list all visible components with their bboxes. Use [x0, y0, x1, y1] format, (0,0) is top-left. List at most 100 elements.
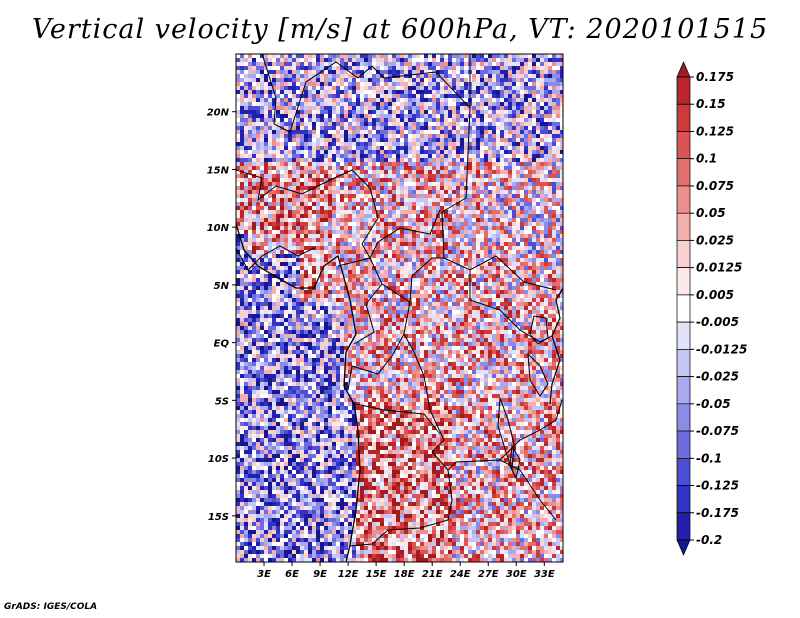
field-cell	[472, 186, 477, 191]
field-cell	[444, 70, 449, 75]
field-cell	[352, 146, 357, 151]
field-cell	[336, 234, 341, 239]
field-cell	[324, 206, 329, 211]
field-cell	[332, 126, 337, 131]
field-cell	[388, 146, 393, 151]
field-cell	[396, 190, 401, 195]
field-cell	[464, 290, 469, 295]
field-cell	[452, 290, 457, 295]
field-cell	[392, 202, 397, 207]
field-cell	[496, 290, 501, 295]
field-cell	[520, 142, 525, 147]
field-cell	[416, 114, 421, 119]
field-cell	[304, 242, 309, 247]
field-cell	[284, 294, 289, 299]
field-cell	[436, 290, 441, 295]
field-cell	[400, 190, 405, 195]
field-cell	[408, 146, 413, 151]
field-cell	[504, 270, 509, 275]
field-cell	[520, 58, 525, 63]
field-cell	[428, 166, 433, 171]
field-cell	[260, 182, 265, 187]
field-cell	[304, 90, 309, 95]
field-cell	[432, 226, 437, 231]
field-cell	[540, 186, 545, 191]
field-cell	[420, 222, 425, 227]
field-cell	[540, 94, 545, 99]
field-cell	[444, 174, 449, 179]
field-cell	[388, 250, 393, 255]
field-cell	[276, 90, 281, 95]
field-cell	[396, 130, 401, 135]
field-cell	[528, 170, 533, 175]
field-cell	[396, 162, 401, 167]
field-cell	[312, 174, 317, 179]
field-cell	[296, 70, 301, 75]
field-cell	[276, 122, 281, 127]
field-cell	[292, 242, 297, 247]
field-cell	[284, 54, 289, 59]
field-cell	[404, 142, 409, 147]
field-cell	[476, 202, 481, 207]
field-cell	[548, 178, 553, 183]
field-cell	[348, 94, 353, 99]
field-cell	[304, 246, 309, 251]
field-cell	[328, 94, 333, 99]
field-cell	[508, 78, 513, 83]
field-cell	[476, 62, 481, 67]
field-cell	[372, 110, 377, 115]
field-cell	[284, 66, 289, 71]
field-cell	[460, 238, 465, 243]
field-cell	[384, 62, 389, 67]
field-cell	[372, 270, 377, 275]
field-cell	[404, 198, 409, 203]
field-cell	[244, 282, 249, 287]
field-cell	[420, 162, 425, 167]
field-cell	[472, 58, 477, 63]
field-cell	[432, 154, 437, 159]
field-cell	[532, 146, 537, 151]
field-cell	[240, 186, 245, 191]
field-cell	[420, 286, 425, 291]
field-cell	[476, 66, 481, 71]
field-cell	[464, 198, 469, 203]
field-cell	[528, 86, 533, 91]
field-cell	[312, 102, 317, 107]
field-cell	[260, 70, 265, 75]
field-cell	[240, 254, 245, 259]
field-cell	[256, 262, 261, 267]
field-cell	[560, 78, 563, 83]
field-cell	[476, 222, 481, 227]
field-cell	[560, 158, 563, 163]
field-cell	[296, 230, 301, 235]
field-cell	[456, 114, 461, 119]
field-cell	[280, 194, 285, 199]
field-cell	[308, 226, 313, 231]
field-cell	[560, 174, 563, 179]
field-cell	[364, 202, 369, 207]
field-cell	[252, 230, 257, 235]
field-cell	[440, 262, 445, 267]
field-cell	[388, 198, 393, 203]
field-cell	[312, 90, 317, 95]
field-cell	[368, 242, 373, 247]
field-cell	[536, 202, 541, 207]
field-cell	[536, 58, 541, 63]
field-cell	[376, 270, 381, 275]
field-cell	[420, 70, 425, 75]
field-cell	[376, 54, 381, 59]
field-cell	[284, 122, 289, 127]
field-cell	[288, 238, 293, 243]
field-cell	[432, 98, 437, 103]
field-cell	[392, 206, 397, 211]
field-cell	[340, 210, 345, 215]
field-cell	[560, 254, 563, 259]
field-cell	[372, 218, 377, 223]
field-cell	[272, 54, 277, 59]
field-cell	[540, 106, 545, 111]
field-cell	[300, 102, 305, 107]
field-cell	[404, 70, 409, 75]
field-cell	[448, 218, 453, 223]
field-cell	[404, 250, 409, 255]
field-cell	[508, 234, 513, 239]
